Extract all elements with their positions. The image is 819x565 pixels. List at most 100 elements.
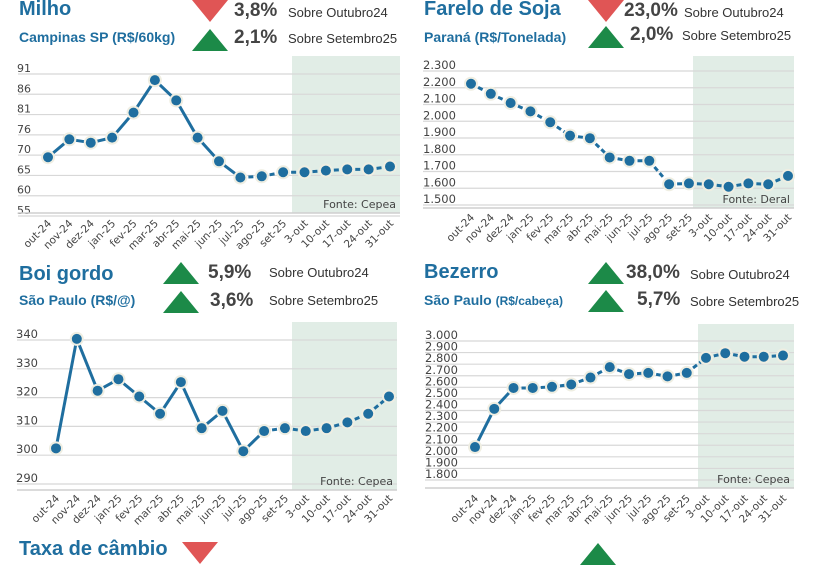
data-point	[466, 78, 476, 89]
y-tick-label: 2.700	[425, 363, 458, 377]
data-point	[470, 442, 480, 453]
data-point	[778, 350, 788, 361]
y-tick-label: 86	[17, 82, 31, 95]
change-year-label: Sobre Outubro24	[269, 265, 369, 280]
y-tick-label: 2.000	[425, 444, 458, 458]
source-label: Fonte: Cepea	[323, 198, 396, 211]
data-point	[584, 133, 595, 144]
y-tick-label: 310	[16, 413, 38, 427]
data-point	[320, 165, 331, 176]
up-arrow-icon	[588, 290, 624, 312]
change-year-pct: 5,9%	[208, 262, 252, 283]
subtitle-unit: (R$/cabeça)	[495, 294, 563, 308]
y-tick-label: 320	[16, 385, 38, 399]
data-point	[256, 171, 267, 182]
series-segment	[221, 410, 245, 452]
data-point	[703, 179, 714, 190]
y-tick-label: 65	[17, 163, 31, 176]
data-point	[107, 132, 118, 143]
data-point	[385, 161, 395, 172]
panel-boi-gordo: Boi gordo São Paulo (R$/@) 5,9% Sobre Ou…	[0, 262, 405, 532]
data-point	[321, 423, 332, 434]
change-year-pct: 23,0%	[624, 0, 678, 21]
data-point	[723, 181, 734, 192]
data-point	[547, 381, 557, 392]
data-point	[485, 88, 496, 99]
series-segment	[179, 381, 204, 429]
change-year-pct: 38,0%	[626, 262, 680, 283]
y-tick-label: 1.900	[423, 125, 456, 139]
panel-subtitle: São Paulo (R$/@)	[19, 292, 136, 308]
y-tick-label: 300	[16, 442, 38, 456]
highlight-band	[292, 322, 397, 490]
data-point	[149, 75, 160, 86]
data-point	[739, 351, 750, 362]
data-point	[192, 132, 203, 143]
data-point	[545, 117, 556, 128]
data-point	[604, 362, 615, 373]
data-point	[720, 348, 731, 359]
highlight-band	[698, 324, 794, 488]
subtitle-place: São Paulo	[424, 292, 496, 308]
data-point	[604, 152, 615, 163]
data-point	[783, 170, 793, 181]
y-tick-label: 60	[17, 184, 31, 197]
y-tick-label: 290	[16, 471, 38, 485]
panel-title: Farelo de Soja	[424, 0, 561, 20]
y-tick-label: 2.000	[423, 108, 456, 122]
up-arrow-icon	[580, 543, 616, 565]
data-point	[171, 95, 182, 106]
data-point	[214, 156, 224, 167]
y-tick-label: 340	[16, 327, 38, 341]
panel-milho: Milho Campinas SP (R$/60kg) 3,8% Sobre O…	[0, 0, 405, 262]
data-point	[525, 106, 536, 117]
data-point	[643, 367, 654, 378]
source-label: Fonte: Cepea	[320, 475, 393, 488]
y-tick-label: 2.400	[425, 398, 458, 412]
data-point	[238, 446, 249, 457]
change-month-pct: 5,7%	[637, 289, 681, 310]
panel-title: Boi gordo	[19, 263, 114, 285]
data-point	[128, 107, 139, 118]
data-point	[527, 382, 538, 393]
down-arrow-icon	[588, 0, 624, 22]
data-point	[363, 164, 374, 175]
data-point	[585, 372, 596, 383]
data-point	[566, 379, 577, 390]
data-point	[624, 155, 635, 166]
data-point	[384, 391, 394, 402]
series-segment	[54, 338, 79, 449]
y-tick-label: 1.600	[423, 175, 456, 189]
data-point	[489, 403, 500, 414]
data-point	[217, 405, 228, 416]
data-point	[134, 391, 145, 402]
y-tick-label: 330	[16, 356, 38, 370]
data-point	[259, 426, 270, 437]
series-segment	[473, 408, 496, 448]
y-tick-label: 2.600	[425, 374, 458, 388]
up-arrow-icon	[588, 262, 624, 284]
change-year-label: Sobre Outubro24	[288, 5, 388, 20]
data-point	[683, 178, 694, 189]
y-tick-label: 55	[17, 204, 31, 217]
y-tick-label: 1.500	[423, 192, 456, 206]
change-month-label: Sobre Setembro25	[288, 31, 398, 46]
change-year-label: Sobre Outubro24	[690, 267, 790, 282]
y-tick-label: 76	[17, 123, 31, 136]
panel-title: Milho	[19, 0, 72, 20]
panel-subtitle: Campinas SP (R$/60kg)	[19, 29, 176, 45]
source-label: Fonte: Deral	[723, 193, 790, 206]
change-month-label: Sobre Setembro25	[690, 294, 800, 309]
data-point	[279, 423, 290, 434]
panel-subtitle: São Paulo (R$/cabeça)	[424, 292, 563, 308]
data-point	[196, 423, 207, 434]
change-month-label: Sobre Setembro25	[682, 28, 792, 43]
next-panel-title: Taxa de câmbio	[19, 538, 168, 560]
data-point	[565, 130, 576, 141]
up-arrow-icon	[163, 262, 199, 284]
data-point	[235, 172, 246, 183]
y-tick-label: 2.200	[423, 75, 456, 89]
y-tick-label: 81	[17, 103, 31, 116]
y-tick-label: 3.000	[425, 328, 458, 342]
